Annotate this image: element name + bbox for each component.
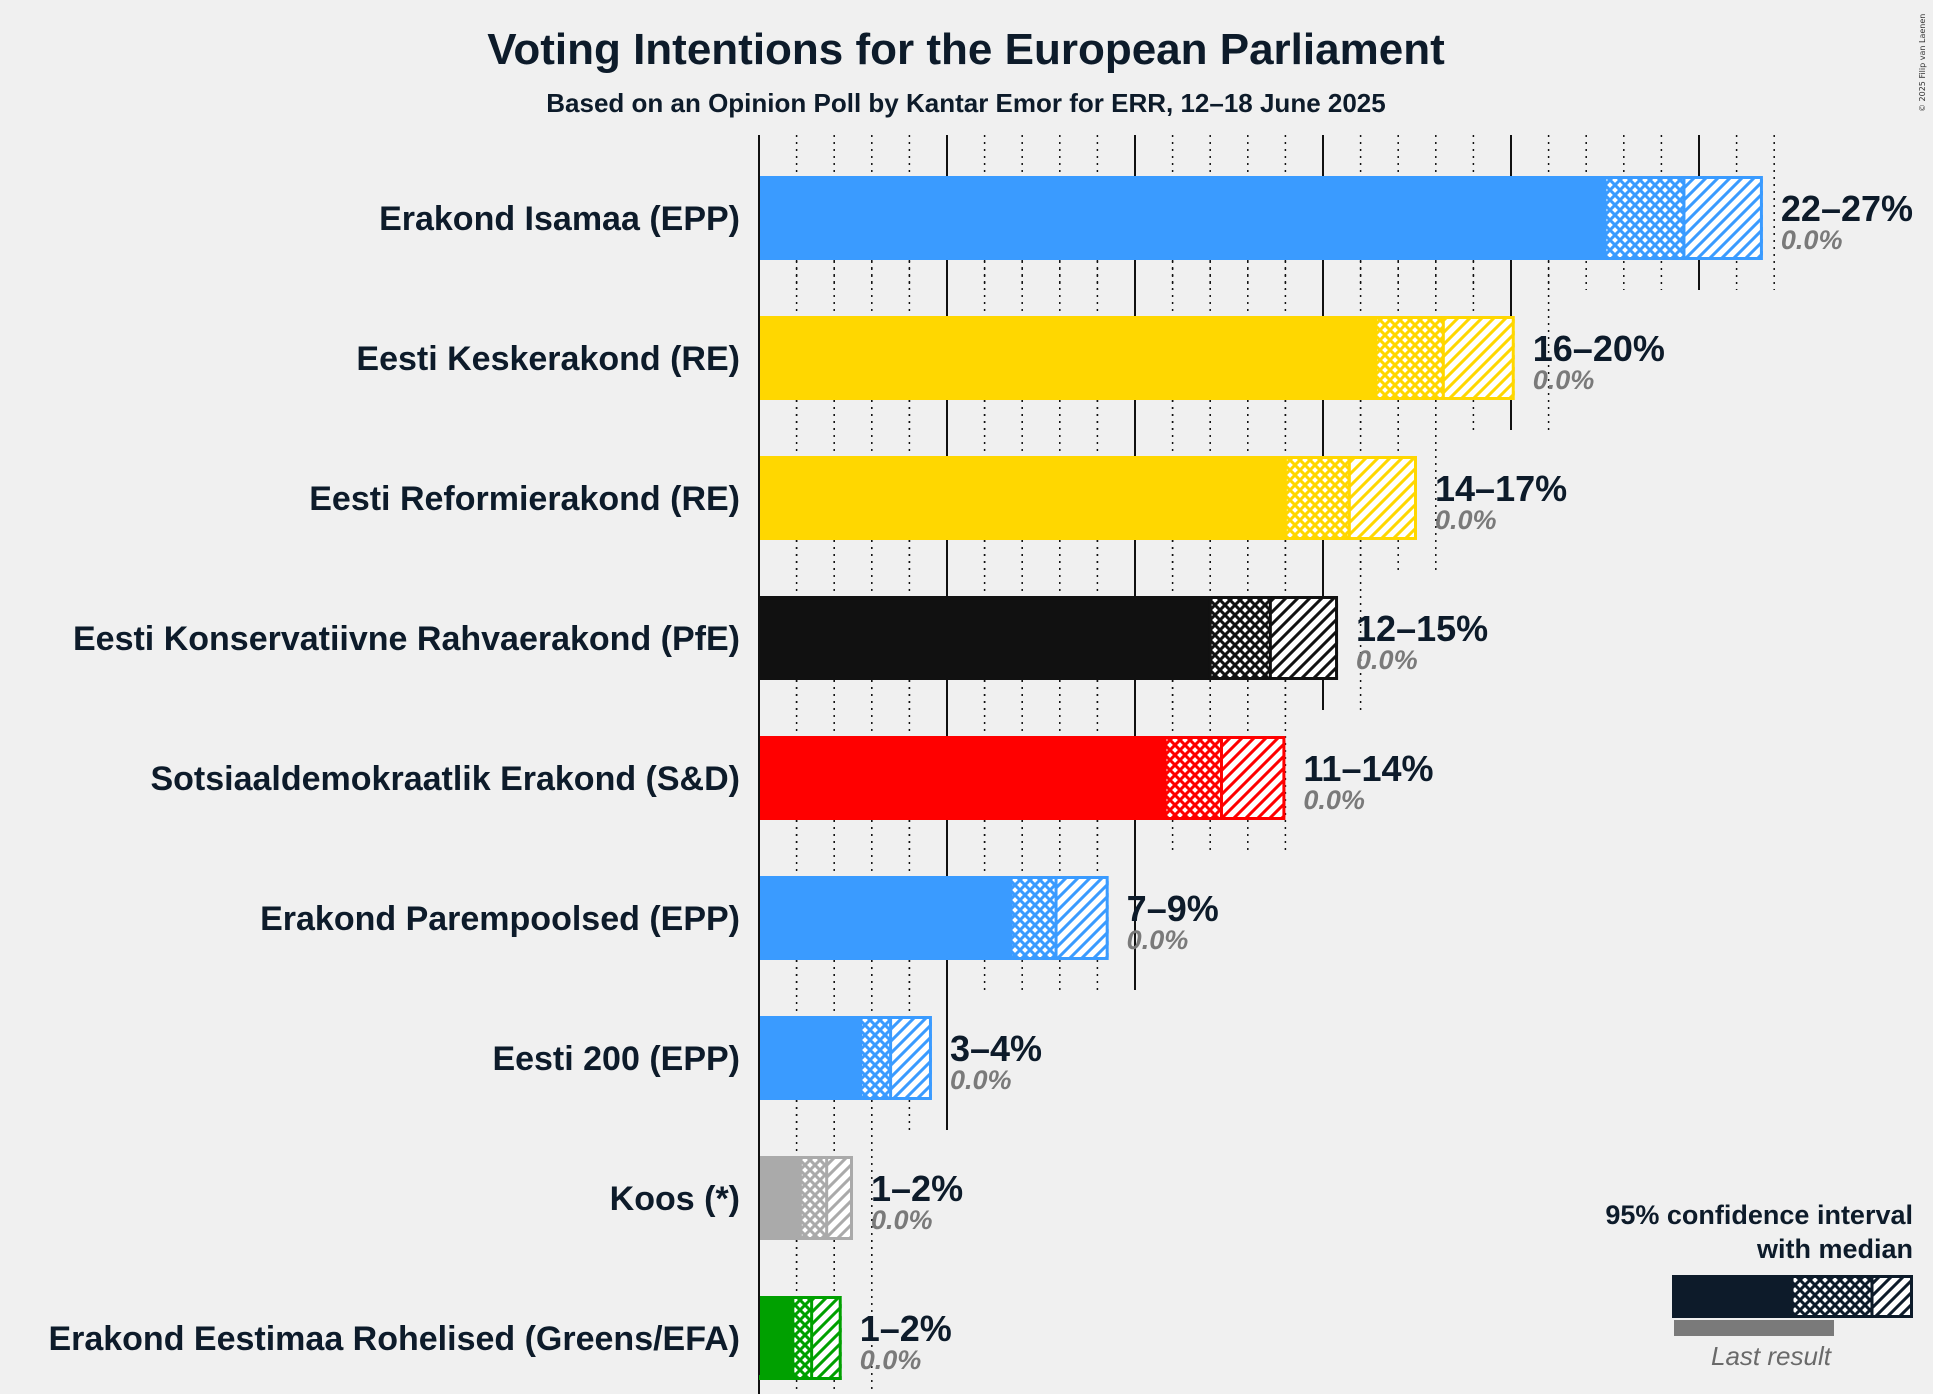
bar-ci-upper-p4 <box>1221 736 1286 820</box>
bar-ci-upper-p7 <box>826 1156 853 1240</box>
bar-solid-p2 <box>759 456 1286 540</box>
range-label-p0: 22–27% <box>1781 188 1913 229</box>
bar-ci-upper-p2 <box>1349 456 1417 540</box>
bar-solid-p4 <box>759 736 1166 820</box>
legend-solid <box>1672 1275 1792 1318</box>
legend-last-result-label: Last result <box>1711 1341 1833 1371</box>
bar-ci-upper-p1 <box>1443 316 1515 400</box>
bars-area: Erakond Isamaa (EPP) 22–27%0.0%Eesti Kesk… <box>48 135 1913 1394</box>
chart-subtitle: Based on an Opinion Poll by Kantar Emor … <box>546 88 1385 118</box>
party-label-p8: Erakond Eestimaa Rohelised (Greens/EFA) <box>48 1320 740 1358</box>
party-label-p2: Eesti Reformierakond (RE) <box>309 480 740 518</box>
range-label-p6: 3–4% <box>950 1028 1042 1069</box>
bar-ci-upper-p6 <box>890 1016 932 1100</box>
bar-solid-p1 <box>759 316 1376 400</box>
legend-ci-lower <box>1792 1275 1872 1318</box>
bar-ci-lower-p8 <box>792 1296 812 1380</box>
last-result-label-p6: 0.0% <box>950 1065 1012 1095</box>
bar-ci-lower-p4 <box>1165 736 1222 820</box>
bar-ci-upper-p5 <box>1056 876 1109 960</box>
legend-title-line2: with median <box>1756 1234 1913 1264</box>
bar-ci-lower-p2 <box>1285 456 1350 540</box>
bar-ci-lower-p1 <box>1375 316 1444 400</box>
range-label-p8: 1–2% <box>860 1308 952 1349</box>
legend: 95% confidence interval with median Last… <box>1605 1200 1913 1371</box>
legend-swatch <box>1672 1275 1913 1336</box>
last-result-label-p5: 0.0% <box>1127 925 1189 955</box>
party-label-p5: Erakond Parempoolsed (EPP) <box>260 900 740 938</box>
bar-solid-p8 <box>759 1296 793 1380</box>
bar-ci-lower-p7 <box>800 1156 827 1240</box>
party-label-p4: Sotsiaaldemokraatlik Erakond (S&D) <box>150 760 740 798</box>
bar-solid-p6 <box>759 1016 861 1100</box>
bar-ci-outline-p6 <box>859 1016 932 1100</box>
chart-title: Voting Intentions for the European Parli… <box>487 25 1445 74</box>
last-result-label-p1: 0.0% <box>1533 365 1595 395</box>
bar-ci-lower-p5 <box>1010 876 1057 960</box>
bar-ci-outline-p5 <box>1009 876 1109 960</box>
bar-ci-outline-p8 <box>791 1296 842 1380</box>
party-label-p3: Eesti Konservatiivne Rahvaerakond (PfE) <box>73 620 740 658</box>
bar-ci-lower-p0 <box>1605 176 1684 260</box>
bar-solid-p7 <box>759 1156 801 1240</box>
range-label-p3: 12–15% <box>1356 608 1488 649</box>
bar-ci-outline-p4 <box>1163 736 1286 820</box>
range-label-p7: 1–2% <box>871 1168 963 1209</box>
bar-ci-lower-p6 <box>860 1016 891 1100</box>
party-label-p7: Koos (*) <box>610 1180 740 1218</box>
legend-last-result-bar <box>1674 1320 1834 1336</box>
party-label-p0: Erakond Isamaa (EPP) <box>379 200 740 238</box>
range-label-p4: 11–14% <box>1303 748 1433 789</box>
last-result-label-p2: 0.0% <box>1435 505 1497 535</box>
bar-ci-upper-p0 <box>1683 176 1763 260</box>
legend-ci-upper <box>1872 1275 1913 1318</box>
bar-solid-p5 <box>759 876 1011 960</box>
last-result-label-p3: 0.0% <box>1356 645 1418 675</box>
copyright-note: © 2025 Filip van Laenen <box>1918 14 1927 112</box>
party-label-p6: Eesti 200 (EPP) <box>492 1040 740 1078</box>
legend-outline <box>1790 1275 1913 1318</box>
last-result-label-p4: 0.0% <box>1303 785 1365 815</box>
bar-ci-outline-p3 <box>1208 596 1339 680</box>
bar-solid-p0 <box>759 176 1605 260</box>
bar-ci-upper-p3 <box>1270 596 1339 680</box>
range-label-p1: 16–20% <box>1533 328 1665 369</box>
legend-title-line1: 95% confidence interval <box>1605 1200 1913 1230</box>
bar-ci-lower-p3 <box>1210 596 1271 680</box>
party-label-p1: Eesti Keskerakond (RE) <box>356 340 740 378</box>
last-result-label-p0: 0.0% <box>1781 225 1843 255</box>
range-label-p2: 14–17% <box>1435 468 1567 509</box>
bar-solid-p3 <box>759 596 1211 680</box>
bar-ci-upper-p8 <box>811 1296 842 1380</box>
last-result-label-p7: 0.0% <box>871 1205 933 1235</box>
last-result-label-p8: 0.0% <box>860 1345 922 1375</box>
range-label-p5: 7–9% <box>1127 888 1219 929</box>
